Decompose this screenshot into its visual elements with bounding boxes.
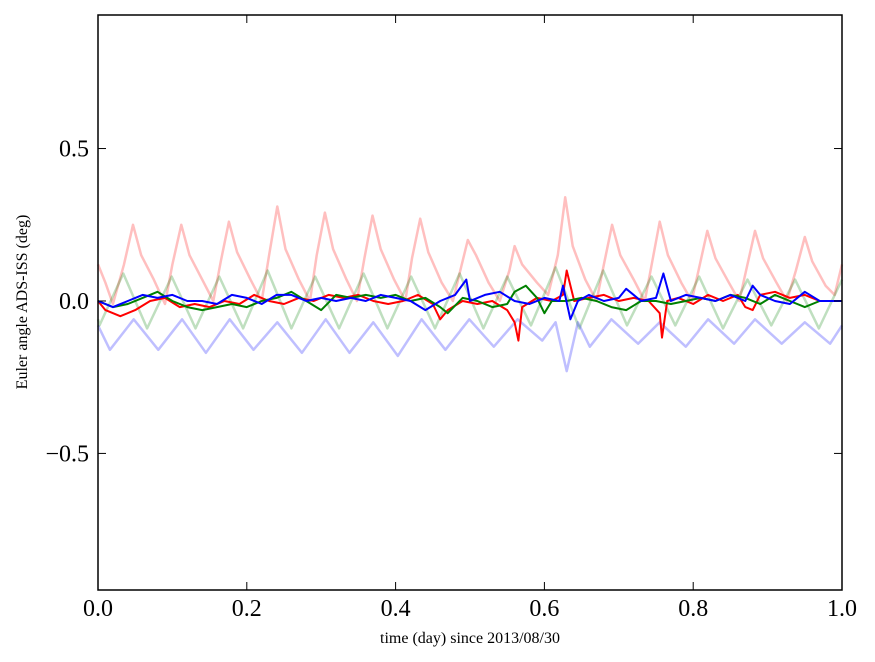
series-line-1 [96,266,844,330]
y-tick-label: 0.0 [59,289,89,315]
x-tick-label: 0.6 [529,596,559,622]
x-tick-label: 1.0 [827,596,857,622]
series-line-2 [96,318,844,373]
y-axis-label: Euler angle ADS-ISS (deg) [14,215,31,390]
series-layer [96,196,844,373]
series-line-5 [97,272,842,321]
x-axis-label: time (day) since 2013/08/30 [380,630,560,647]
tick-layer: 0.0 0.2 0.4 0.6 0.8 1.0 0.5 0.0 −0.5 [45,15,857,622]
x-tick-label: 0.4 [381,596,411,622]
x-tick-label: 0.8 [678,596,708,622]
plot-frame [97,14,843,591]
series-line-0 [96,196,844,306]
x-tick-label: 0.2 [232,596,262,622]
x-tick-label: 0.0 [83,596,113,622]
series-line-3 [97,269,842,342]
y-tick-label: −0.5 [45,441,89,467]
y-tick-label: 0.5 [59,137,89,163]
